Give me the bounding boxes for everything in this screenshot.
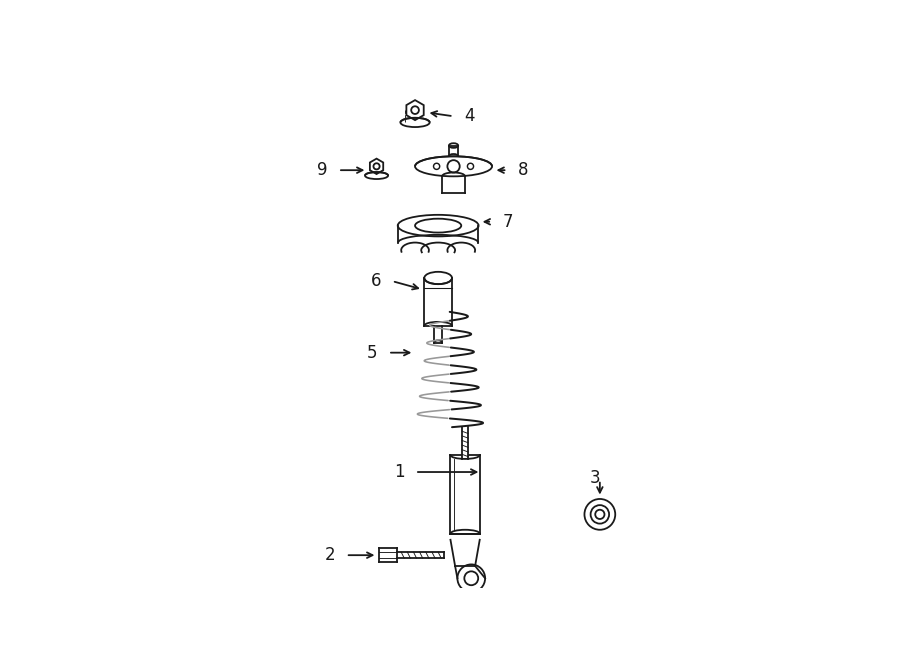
Text: 1: 1 xyxy=(393,463,404,481)
Text: 7: 7 xyxy=(503,213,513,231)
Text: 8: 8 xyxy=(518,161,528,179)
Text: 6: 6 xyxy=(371,272,382,290)
Text: 2: 2 xyxy=(324,546,335,564)
Text: 4: 4 xyxy=(464,108,474,126)
Text: 3: 3 xyxy=(590,469,599,487)
Text: 9: 9 xyxy=(317,161,328,179)
Text: 5: 5 xyxy=(367,344,377,362)
